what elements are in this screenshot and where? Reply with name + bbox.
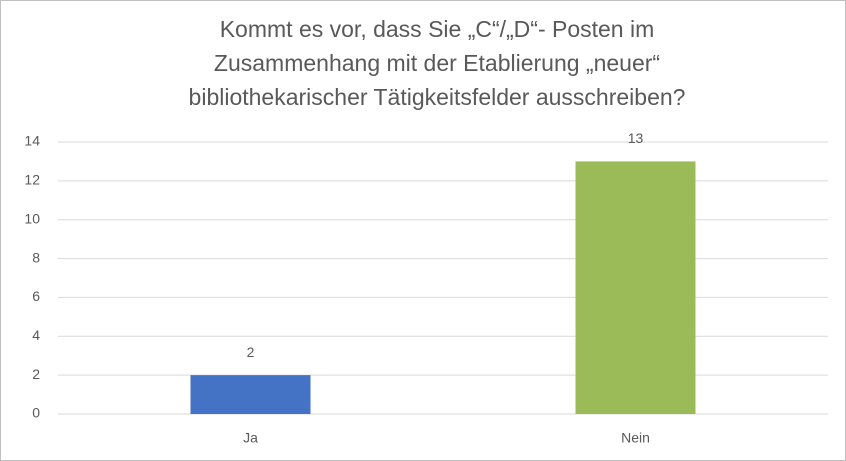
x-tick-label: Nein [621,430,650,446]
bar [575,161,696,414]
y-tick-label: 0 [32,405,40,421]
y-tick-label: 10 [24,210,40,226]
data-label: 13 [628,130,644,146]
y-tick-label: 8 [32,249,40,265]
x-tick-label: Ja [243,430,258,446]
y-tick-label: 4 [32,327,40,343]
y-tick-label: 12 [24,172,40,188]
y-tick-label: 6 [32,288,40,304]
y-tick-label: 14 [24,133,40,149]
bar [190,375,311,414]
y-tick-label: 2 [32,366,40,382]
data-label: 2 [247,344,255,360]
chart-title: Kommt es vor, dass Sie „C“/„D“- Posten i… [188,16,686,110]
